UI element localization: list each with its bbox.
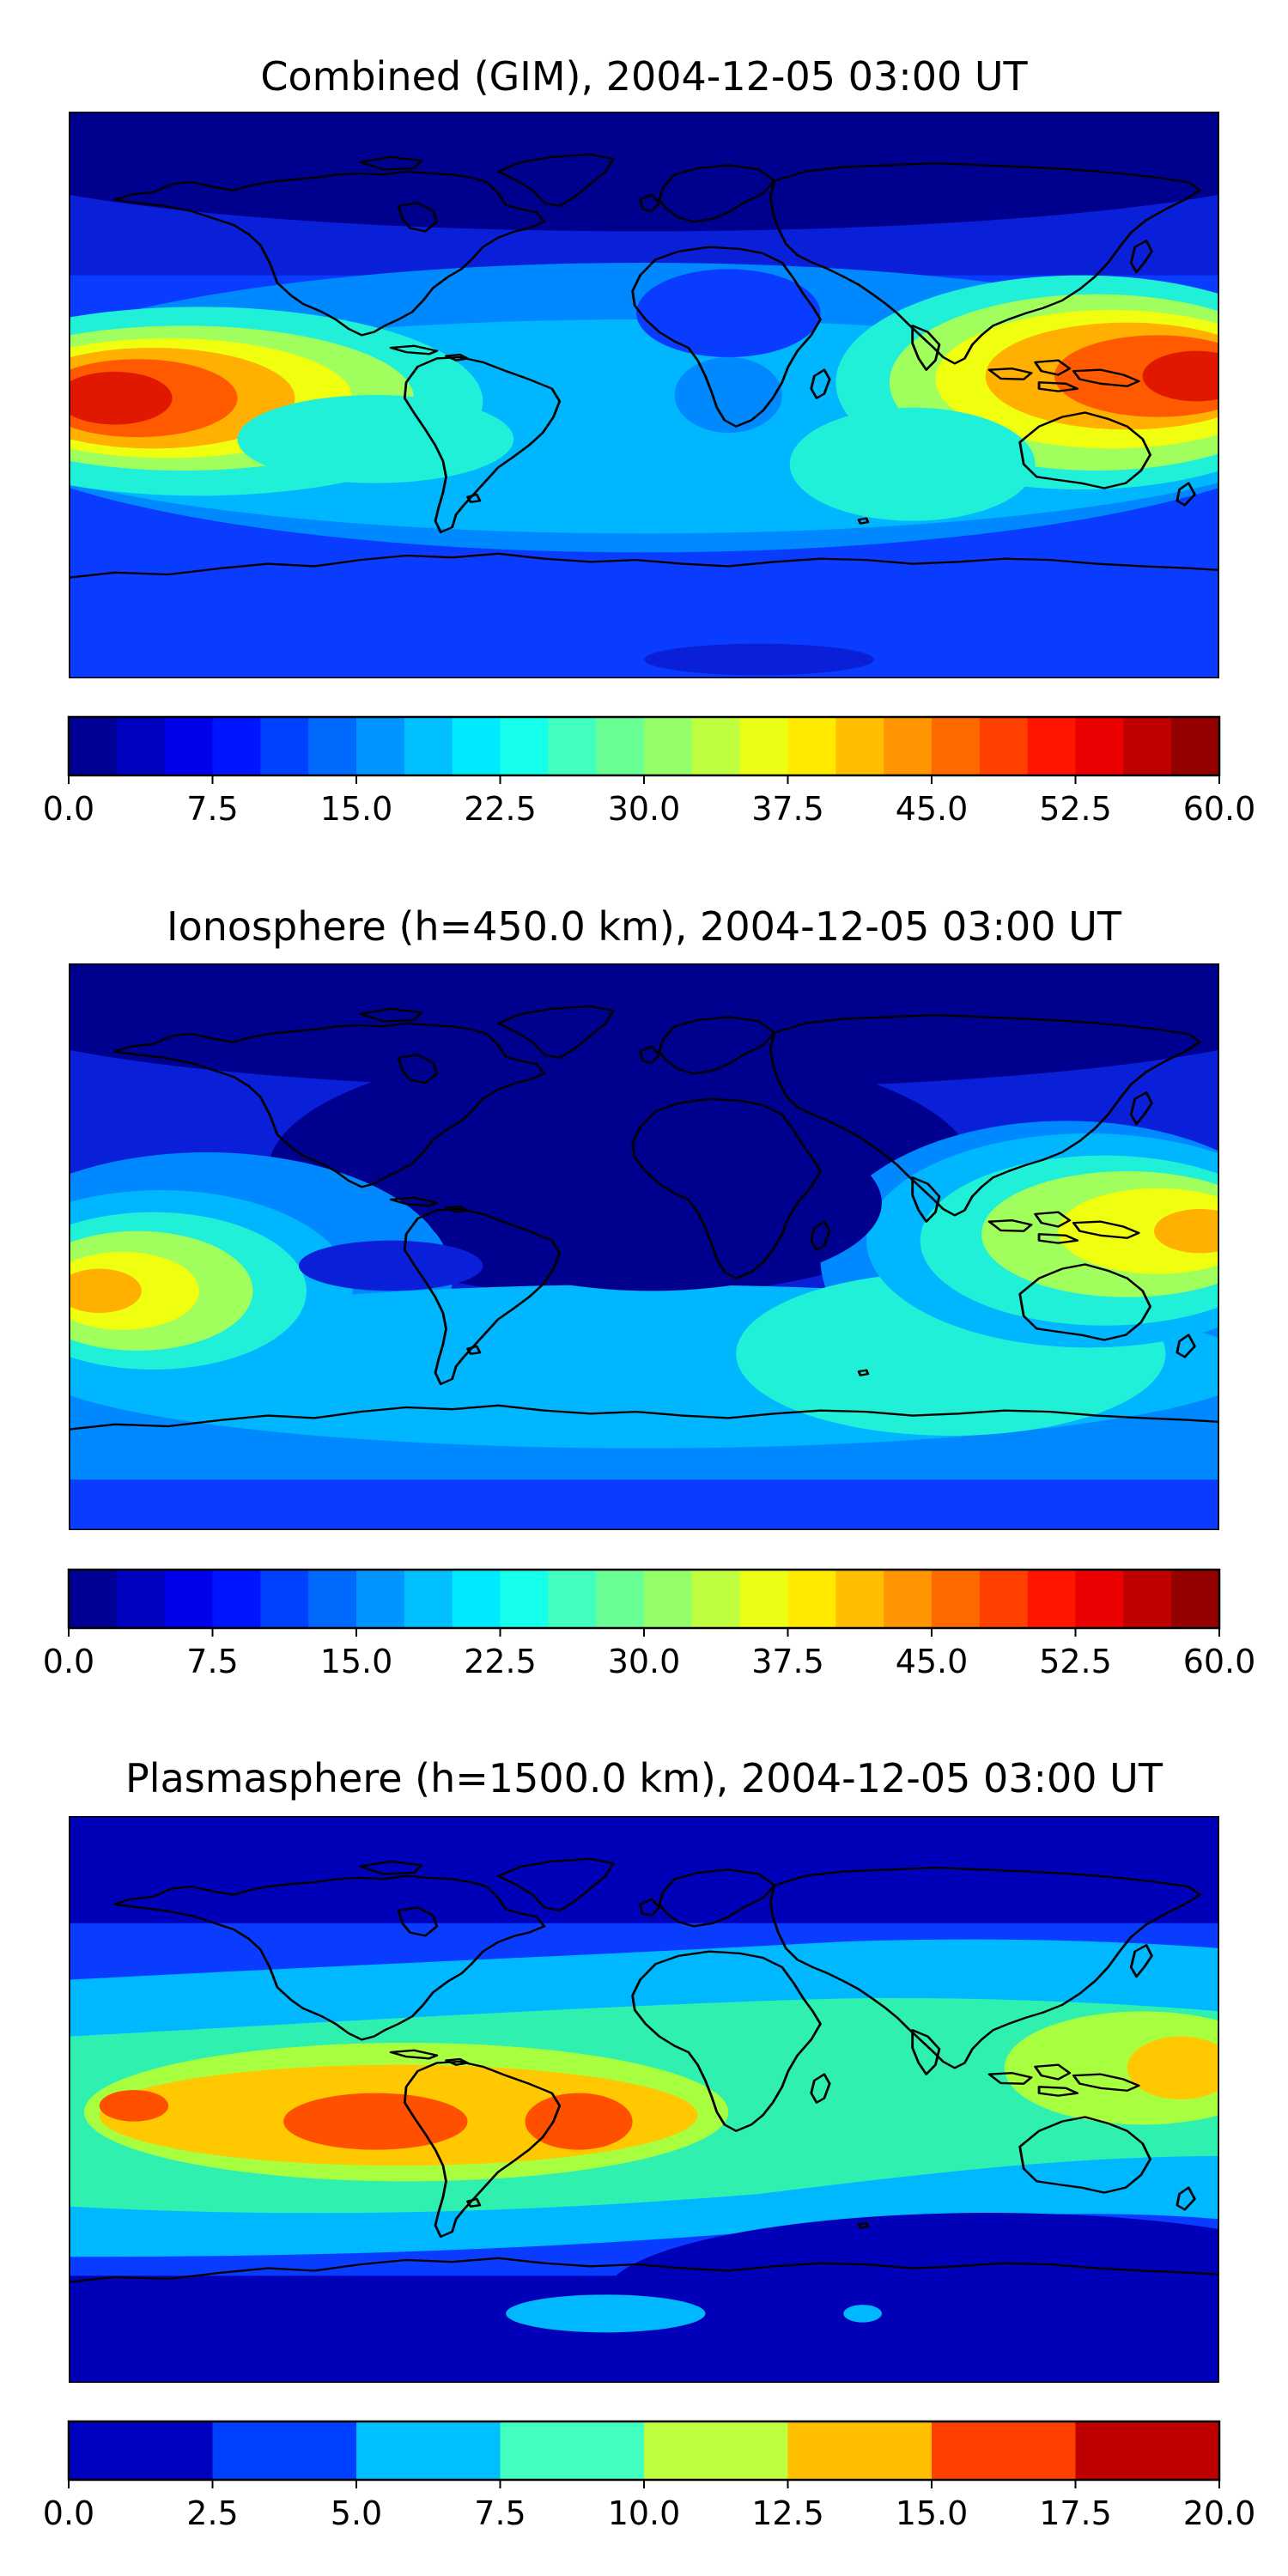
colorbar: 0.0 7.5 15.0 22.5 30.0 37.5 45.0 52.5 60.0: [43, 1568, 1256, 1680]
colorbar-tick-label: 22.5: [464, 790, 537, 828]
colorbar-band: [932, 1570, 981, 1628]
map-combined: [69, 112, 1219, 678]
colorbar-band: [164, 1570, 214, 1628]
colorbar-band: [260, 1570, 309, 1628]
colorbar-band: [835, 717, 884, 775]
colorbar-band: [1075, 717, 1124, 775]
colorbar-band: [212, 2421, 357, 2480]
colorbar-band: [260, 717, 309, 775]
colorbar-band: [1171, 717, 1220, 775]
colorbar-band: [691, 1570, 741, 1628]
colorbar-band: [452, 1570, 501, 1628]
panel-title: Plasmasphere (h=1500.0 km), 2004-12-05 0…: [125, 1755, 1163, 1801]
colorbar-tick-label: 37.5: [751, 790, 824, 828]
colorbar-band: [835, 1570, 884, 1628]
colorbar-tick-label: 30.0: [608, 790, 681, 828]
colorbar-tick-label: 45.0: [896, 1643, 969, 1680]
colorbar-tick-label: 30.0: [608, 1643, 681, 1680]
colorbar-band: [884, 1570, 933, 1628]
colorbar-tick-label: 2.5: [186, 2494, 238, 2532]
colorbar-tick-label: 52.5: [1039, 790, 1112, 828]
colorbar-band: [500, 717, 549, 775]
colorbar-band: [308, 1570, 357, 1628]
colorbar-band: [1075, 1570, 1124, 1628]
map-ionosphere: [69, 963, 1219, 1530]
colorbar-band: [739, 1570, 789, 1628]
colorbar-tick-label: 0.0: [43, 1643, 94, 1680]
colorbar-band: [308, 717, 357, 775]
colorbar-band: [1027, 717, 1077, 775]
colorbar-band: [356, 1570, 405, 1628]
colorbar-tick-label: 15.0: [896, 2494, 969, 2532]
colorbar-tick-label: 37.5: [751, 1643, 824, 1680]
colorbar-band: [739, 717, 789, 775]
panel-title: Ionosphere (h=450.0 km), 2004-12-05 03:0…: [167, 903, 1122, 950]
colorbar-band: [116, 1570, 166, 1628]
colorbar-band: [596, 717, 645, 775]
colorbar-band: [116, 717, 166, 775]
colorbar-band: [164, 717, 214, 775]
colorbar-band: [1123, 1570, 1172, 1628]
colorbar-band: [69, 2421, 214, 2480]
colorbar-tick-label: 22.5: [464, 1643, 537, 1680]
colorbar: 0.0 2.5 5.0 7.5 10.0 12.5 15.0 17.5 20.0: [43, 2420, 1256, 2532]
colorbar-band: [932, 717, 981, 775]
colorbar-band: [644, 1570, 693, 1628]
colorbar-band: [404, 717, 453, 775]
colorbar-band: [644, 2421, 789, 2480]
colorbar-tick-label: 15.0: [320, 1643, 393, 1680]
colorbar-band: [452, 717, 501, 775]
colorbar-tick-label: 7.5: [186, 790, 238, 828]
colorbar-band: [1171, 1570, 1220, 1628]
colorbar-tick-label: 10.0: [608, 2494, 681, 2532]
panel-title: Combined (GIM), 2004-12-05 03:00 UT: [260, 53, 1028, 100]
map-plasmasphere: [69, 1816, 1219, 2383]
colorbar-band: [404, 1570, 453, 1628]
colorbar-band: [212, 717, 261, 775]
colorbar-band: [932, 2421, 1077, 2480]
colorbar-band: [548, 717, 597, 775]
colorbar-tick-label: 60.0: [1183, 1643, 1256, 1680]
colorbar-band: [644, 717, 693, 775]
colorbar-band: [979, 717, 1029, 775]
colorbar-band: [69, 1570, 118, 1628]
colorbar-tick-label: 15.0: [320, 790, 393, 828]
colorbar-tick-label: 17.5: [1039, 2494, 1112, 2532]
colorbar-tick-label: 45.0: [896, 790, 969, 828]
colorbar-tick-label: 0.0: [43, 790, 94, 828]
colorbar-band: [979, 1570, 1029, 1628]
colorbar-band: [1027, 1570, 1077, 1628]
colorbar-band: [69, 717, 118, 775]
colorbar-band: [691, 717, 741, 775]
colorbar-tick-label: 0.0: [43, 2494, 94, 2532]
colorbar-tick-label: 60.0: [1183, 790, 1256, 828]
colorbar: 0.0 7.5 15.0 22.5 30.0 37.5 45.0 52.5 60.0: [43, 715, 1256, 828]
colorbar-band: [787, 1570, 836, 1628]
colorbar-tick-label: 20.0: [1183, 2494, 1256, 2532]
colorbar-tick-label: 7.5: [186, 1643, 238, 1680]
colorbar-band: [596, 1570, 645, 1628]
colorbar-band: [884, 717, 933, 775]
colorbar-band: [1123, 717, 1172, 775]
colorbar-tick-label: 7.5: [474, 2494, 526, 2532]
colorbar-band: [356, 717, 405, 775]
colorbar-band: [787, 717, 836, 775]
colorbar-band: [356, 2421, 501, 2480]
colorbar-band: [500, 1570, 549, 1628]
colorbar-tick-label: 12.5: [751, 2494, 824, 2532]
colorbar-band: [548, 1570, 597, 1628]
colorbar-tick-label: 52.5: [1039, 1643, 1112, 1680]
panel-ionosphere: Ionosphere (h=450.0 km), 2004-12-05 03:0…: [43, 903, 1256, 1680]
colorbar-tick-label: 5.0: [331, 2494, 382, 2532]
colorbar-band: [1075, 2421, 1220, 2480]
panel-combined: Combined (GIM), 2004-12-05 03:00 UT: [43, 53, 1256, 828]
panel-plasmasphere: Plasmasphere (h=1500.0 km), 2004-12-05 0…: [43, 1755, 1256, 2532]
colorbar-band: [500, 2421, 645, 2480]
colorbar-band: [787, 2421, 933, 2480]
colorbar-band: [212, 1570, 261, 1628]
